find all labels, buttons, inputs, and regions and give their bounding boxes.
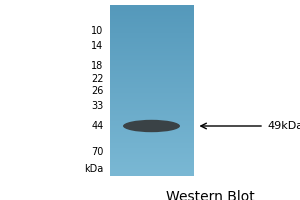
Text: 18: 18 [91, 61, 104, 71]
Text: 70: 70 [91, 147, 104, 157]
Text: kDa: kDa [84, 164, 104, 174]
Text: 26: 26 [91, 86, 104, 96]
Text: 49kDa: 49kDa [267, 121, 300, 131]
Text: 22: 22 [91, 74, 103, 84]
Text: 33: 33 [91, 101, 104, 111]
Text: 14: 14 [91, 41, 104, 51]
Text: 10: 10 [91, 26, 104, 36]
Ellipse shape [123, 120, 180, 132]
Text: Western Blot: Western Blot [166, 190, 254, 200]
Text: 44: 44 [91, 121, 104, 131]
